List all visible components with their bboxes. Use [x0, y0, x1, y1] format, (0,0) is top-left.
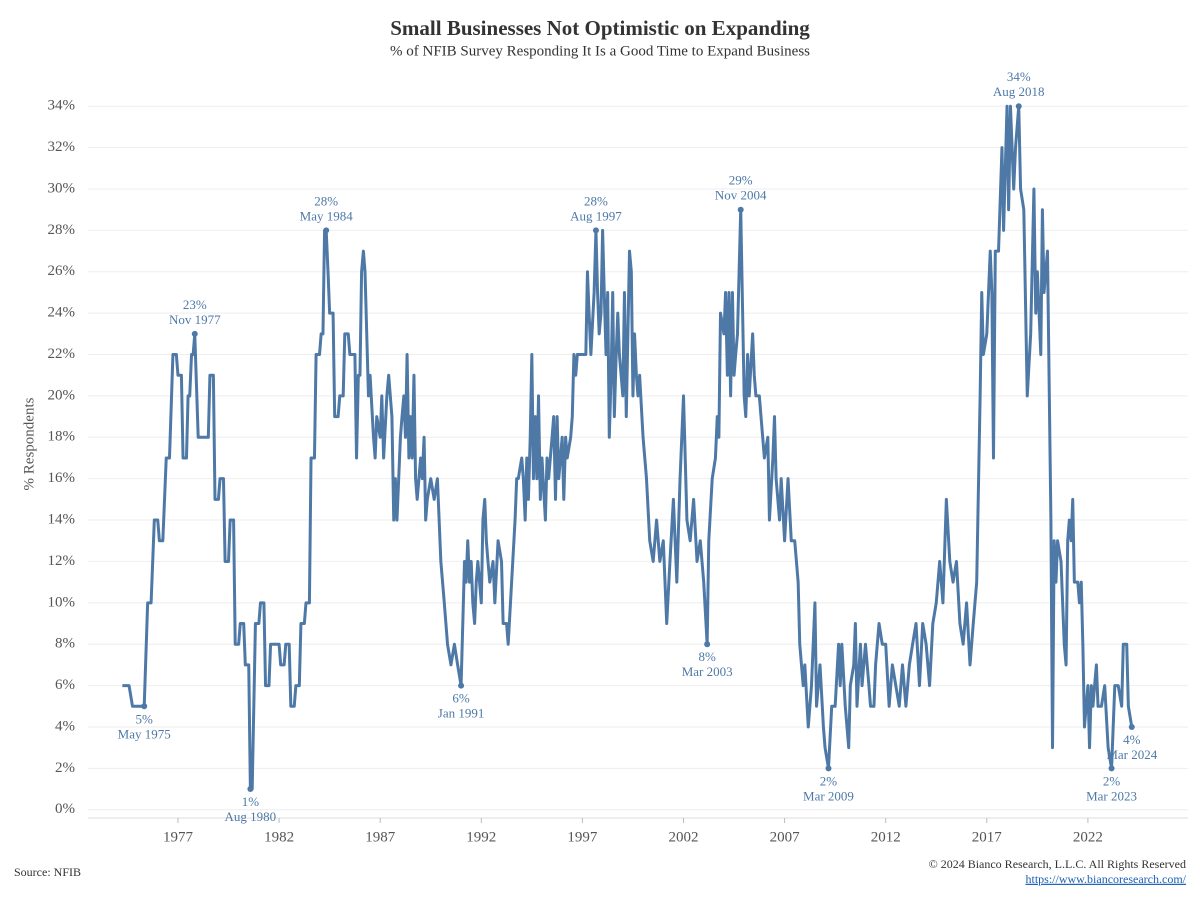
annotation-value: 8% [698, 649, 716, 664]
y-tick-label: 34% [48, 98, 76, 114]
link[interactable]: https://www.biancoresearch.com/ [1025, 872, 1186, 886]
x-tick-label: 1977 [163, 829, 194, 845]
annotation-point [1108, 765, 1115, 772]
x-tick-label: 1997 [567, 829, 598, 845]
y-tick-label: 30% [48, 180, 76, 196]
y-tick-label: 18% [48, 429, 76, 445]
annotation-point [592, 227, 599, 234]
annotation-point [458, 682, 465, 689]
annotation-label: Nov 2004 [715, 188, 767, 203]
x-tick-label: 2022 [1073, 829, 1103, 845]
annotation-point [141, 703, 148, 710]
annotation-value: 6% [452, 691, 470, 706]
annotation-label: May 1975 [118, 726, 171, 741]
y-tick-label: 2% [55, 760, 75, 776]
annotation-label: Mar 2009 [803, 788, 854, 803]
annotation-point [247, 786, 254, 793]
x-tick-label: 1982 [264, 829, 294, 845]
x-tick-label: 2012 [871, 829, 901, 845]
y-tick-label: 22% [48, 346, 76, 362]
chart-title: Small Businesses Not Optimistic on Expan… [390, 16, 810, 40]
y-tick-label: 12% [48, 553, 76, 569]
annotation-label: Nov 1977 [169, 312, 221, 327]
y-tick-label: 14% [48, 511, 76, 527]
source: Source: NFIB [14, 865, 81, 879]
y-tick-label: 32% [48, 139, 76, 155]
y-axis-label: % Respondents [21, 397, 37, 490]
annotation-label: Jan 1991 [438, 706, 485, 721]
annotation-value: 23% [183, 297, 207, 312]
y-tick-label: 0% [55, 801, 75, 817]
annotation-point [191, 330, 198, 337]
x-tick-label: 1992 [466, 829, 496, 845]
annotation-value: 28% [314, 193, 338, 208]
data-line [122, 104, 1134, 791]
annotation-value: 2% [820, 773, 838, 788]
annotation-point [737, 206, 744, 213]
annotation-point [323, 227, 330, 234]
y-tick-label: 28% [48, 222, 76, 238]
y-tick-label: 16% [48, 470, 76, 486]
y-tick-label: 4% [55, 718, 75, 734]
annotation-label: Aug 1980 [225, 809, 277, 824]
annotation-value: 5% [136, 711, 154, 726]
annotation-label: Mar 2023 [1086, 788, 1137, 803]
y-tick-label: 10% [48, 594, 76, 610]
x-tick-label: 1987 [365, 829, 396, 845]
chart-subtitle: % of NFIB Survey Responding It Is a Good… [390, 43, 810, 59]
annotation-label: Aug 1997 [570, 208, 622, 223]
y-tick-label: 8% [55, 636, 75, 652]
annotation-label: Mar 2024 [1106, 747, 1157, 762]
x-tick-label: 2002 [668, 829, 698, 845]
annotation-value: 1% [242, 794, 260, 809]
y-tick-label: 20% [48, 387, 76, 403]
annotation-point [825, 765, 832, 772]
x-tick-label: 2007 [770, 829, 801, 845]
x-tick-label: 2017 [972, 829, 1003, 845]
annotation-value: 4% [1123, 732, 1141, 747]
annotation-label: Mar 2003 [682, 664, 733, 679]
annotation-point [1128, 723, 1135, 730]
y-tick-label: 6% [55, 677, 75, 693]
annotation-label: Aug 2018 [993, 84, 1045, 99]
copyright: © 2024 Bianco Research, L.L.C. All Right… [929, 857, 1186, 871]
annotation-value: 34% [1007, 69, 1031, 84]
annotation-value: 28% [584, 193, 608, 208]
annotation-value: 2% [1103, 773, 1121, 788]
y-tick-label: 26% [48, 263, 76, 279]
annotation-value: 29% [729, 173, 753, 188]
y-tick-label: 24% [48, 305, 76, 321]
annotation-label: May 1984 [300, 208, 354, 223]
annotation-point [704, 641, 711, 648]
annotation-point [1015, 103, 1022, 110]
